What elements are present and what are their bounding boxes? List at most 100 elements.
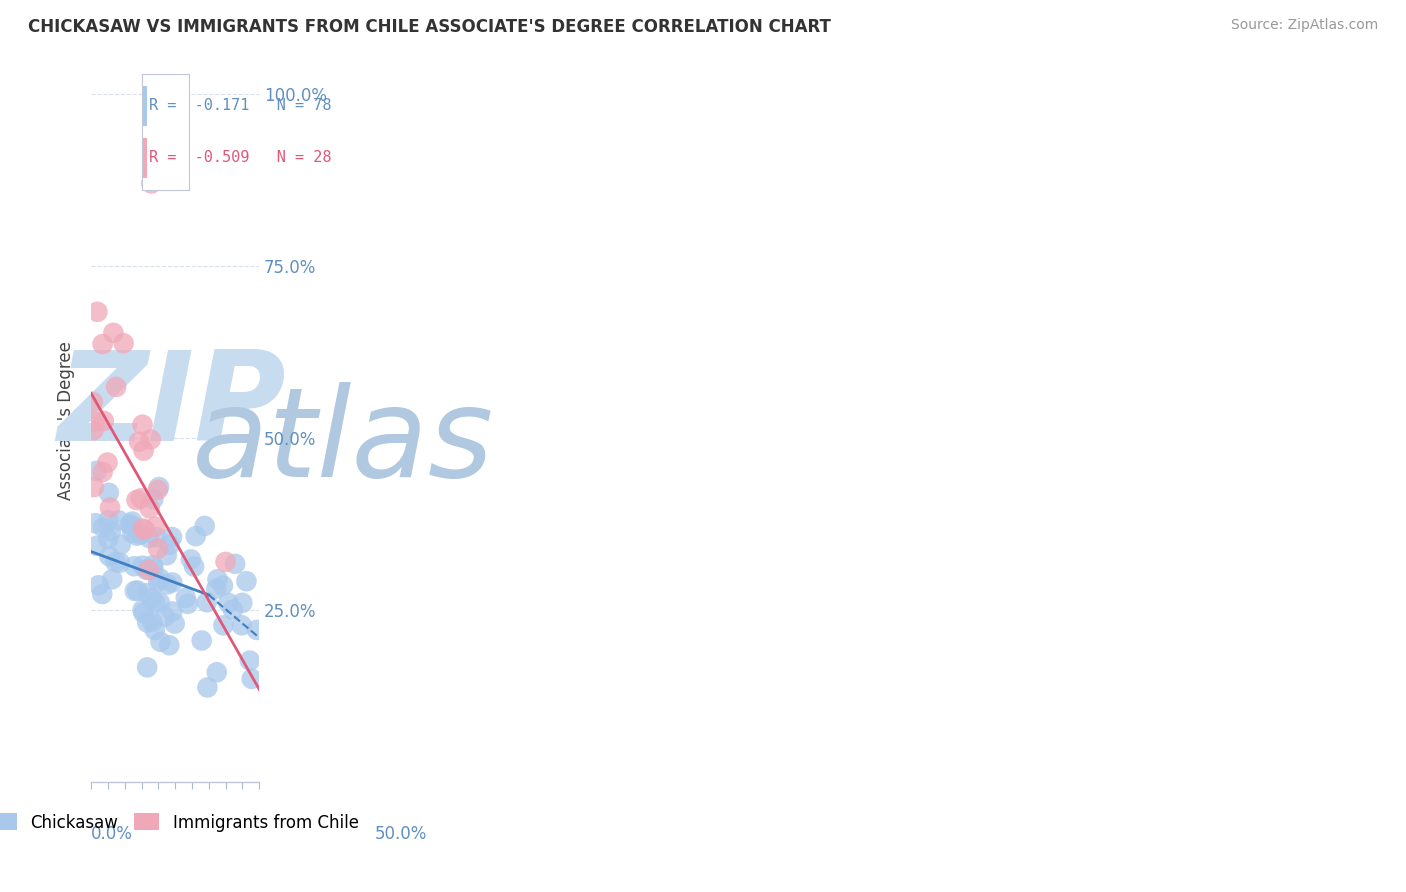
Point — [160, 530, 183, 544]
Point — [132, 606, 155, 620]
Point — [146, 483, 169, 497]
Point — [235, 574, 257, 589]
Point — [125, 528, 148, 542]
Point — [141, 177, 163, 191]
Point — [107, 513, 129, 527]
Point — [121, 515, 143, 529]
Point — [143, 595, 166, 609]
Point — [231, 618, 253, 632]
Point — [136, 660, 159, 674]
Point — [212, 618, 235, 632]
Point — [149, 596, 172, 610]
Point — [132, 521, 155, 535]
Point — [214, 555, 236, 569]
Point — [132, 443, 155, 458]
Point — [86, 539, 108, 553]
Point — [159, 538, 181, 552]
Point — [149, 635, 172, 649]
Point — [131, 417, 153, 432]
Point — [190, 633, 212, 648]
Point — [142, 558, 165, 573]
Point — [121, 526, 143, 541]
Point — [101, 572, 124, 586]
Point — [104, 555, 127, 569]
Point — [125, 493, 148, 508]
Point — [128, 434, 150, 449]
Point — [143, 623, 166, 637]
Point — [148, 480, 170, 494]
Point — [91, 337, 114, 351]
Point — [153, 609, 176, 624]
Point — [91, 587, 114, 601]
Point — [183, 559, 205, 574]
Text: ZIP: ZIP — [58, 346, 287, 467]
Point — [118, 517, 141, 532]
Point — [129, 491, 152, 506]
Point — [156, 549, 179, 563]
Point — [157, 638, 180, 652]
Point — [84, 516, 107, 531]
Point — [162, 605, 184, 619]
Point — [91, 520, 114, 534]
Point — [86, 464, 108, 478]
Point — [205, 665, 228, 680]
Point — [149, 571, 172, 585]
Point — [184, 529, 207, 543]
Point — [131, 558, 153, 573]
Point — [134, 523, 156, 537]
Point — [129, 527, 152, 541]
Point — [97, 513, 120, 527]
Point — [141, 615, 163, 629]
Y-axis label: Associate's Degree: Associate's Degree — [58, 342, 75, 500]
Point — [138, 563, 160, 577]
Point — [87, 578, 110, 592]
Point — [162, 575, 184, 590]
Point — [96, 456, 118, 470]
Point — [131, 603, 153, 617]
Legend: Chickasaw, Immigrants from Chile: Chickasaw, Immigrants from Chile — [0, 814, 359, 831]
Point — [112, 336, 135, 351]
Text: CHICKASAW VS IMMIGRANTS FROM CHILE ASSOCIATE'S DEGREE CORRELATION CHART: CHICKASAW VS IMMIGRANTS FROM CHILE ASSOC… — [28, 18, 831, 36]
Point — [222, 602, 245, 616]
Point — [83, 480, 105, 494]
Point — [240, 672, 263, 686]
Point — [197, 681, 219, 695]
Point — [97, 485, 120, 500]
Point — [97, 532, 120, 546]
Point — [148, 574, 170, 589]
Point — [136, 586, 159, 600]
Point — [122, 559, 145, 574]
Point — [105, 380, 128, 394]
Point — [110, 538, 132, 552]
Point — [174, 591, 197, 605]
Point — [205, 582, 228, 596]
Point — [100, 524, 122, 539]
Point — [91, 465, 114, 479]
Point — [142, 492, 165, 507]
Point — [246, 623, 269, 637]
Text: 0.0%: 0.0% — [91, 825, 134, 844]
Text: Source: ZipAtlas.com: Source: ZipAtlas.com — [1230, 18, 1378, 32]
Point — [127, 583, 149, 598]
Point — [93, 414, 115, 428]
Point — [145, 530, 167, 544]
Point — [239, 654, 262, 668]
Point — [139, 433, 162, 447]
Point — [121, 519, 143, 533]
Point — [138, 501, 160, 516]
Point — [83, 415, 105, 429]
Text: 50.0%: 50.0% — [375, 825, 427, 844]
Point — [124, 583, 146, 598]
Point — [108, 556, 131, 570]
Point — [136, 615, 159, 630]
Point — [212, 578, 235, 592]
Point — [207, 572, 229, 586]
Point — [195, 595, 218, 609]
Point — [146, 541, 169, 556]
Point — [135, 563, 157, 577]
Point — [156, 577, 179, 591]
Point — [145, 519, 167, 533]
Point — [98, 500, 121, 515]
Point — [98, 549, 121, 564]
Point — [141, 591, 163, 606]
